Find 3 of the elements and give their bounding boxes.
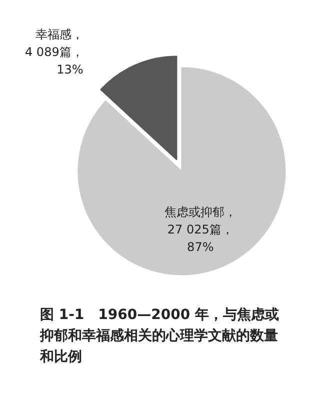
slice-label: 幸福感， 4 089篇， 13% bbox=[24, 28, 84, 77]
text: 图 1-1 1960—2000 年，与焦虑或抑郁和幸福感相关的心理学文献的数量和比例 bbox=[40, 306, 280, 367]
slice-label: 焦虑或抑郁， 27 025篇， 87% bbox=[164, 204, 236, 254]
